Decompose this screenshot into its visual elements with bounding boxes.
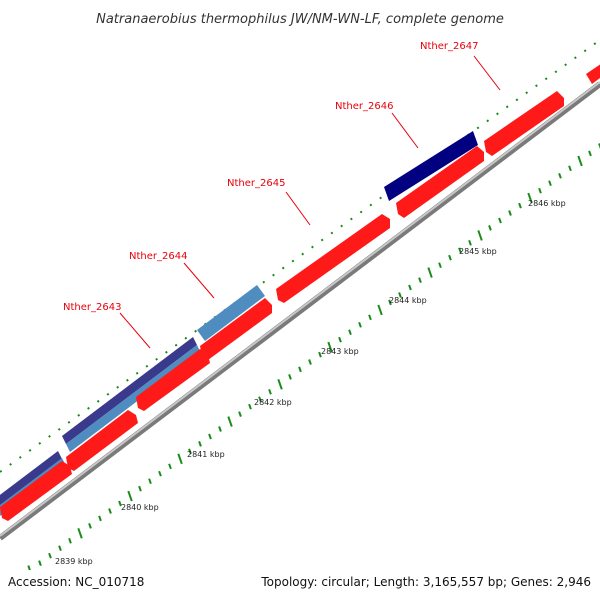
minor-tick — [298, 366, 302, 373]
minor-tick — [88, 523, 92, 529]
minor-tick — [58, 545, 62, 552]
minor-tick — [98, 515, 102, 522]
minor-tick — [238, 411, 242, 417]
minor-tick — [558, 172, 562, 179]
scale-ticks — [27, 143, 600, 570]
minor-tick — [408, 284, 412, 291]
leader-nther-2646 — [391, 112, 419, 149]
minor-tick — [508, 210, 512, 216]
major-tick — [227, 416, 233, 427]
gene-label-nther-2644: Nther_2644 — [129, 251, 187, 262]
outer-tick-track — [0, 39, 600, 473]
gene-nther-2644 — [197, 285, 265, 341]
minor-tick — [118, 500, 122, 507]
gene-label-nther-2647: Nther_2647 — [420, 41, 478, 52]
major-tick — [427, 267, 433, 278]
minor-tick — [168, 463, 172, 470]
minor-tick — [398, 292, 402, 298]
forward-gene-2648 — [586, 64, 600, 84]
minor-tick — [448, 254, 452, 261]
minor-tick — [468, 239, 472, 246]
minor-tick — [368, 314, 372, 321]
minor-tick — [318, 351, 322, 358]
major-tick — [377, 304, 383, 316]
minor-tick — [588, 150, 592, 157]
gene-label-nther-2646: Nther_2646 — [335, 101, 393, 112]
minor-tick — [138, 485, 142, 492]
major-tick — [577, 155, 583, 167]
minor-tick — [338, 336, 342, 343]
minor-tick — [548, 180, 552, 187]
forward-gene-2643b — [136, 349, 210, 411]
minor-tick — [488, 225, 492, 231]
leader-nther-2645 — [285, 191, 311, 226]
forward-gene-2646 — [396, 146, 484, 218]
minor-tick — [538, 187, 542, 194]
minor-tick — [348, 329, 352, 336]
major-tick — [477, 230, 483, 241]
minor-tick — [258, 396, 262, 403]
major-tick — [127, 490, 133, 502]
forward-gene-2642 — [0, 461, 72, 521]
minor-tick — [518, 202, 522, 209]
genome-backbone-highlight — [0, 81, 600, 537]
minor-tick — [308, 359, 312, 365]
minor-tick — [268, 388, 272, 395]
minor-tick — [358, 321, 362, 328]
minor-tick — [148, 478, 152, 485]
minor-tick — [248, 403, 252, 410]
gene-nther-2647 — [484, 91, 564, 156]
leader-nther-2647 — [473, 55, 501, 91]
major-tick — [277, 378, 283, 390]
minor-tick — [438, 262, 442, 269]
kbp-label-2842: 2842 kbp — [254, 398, 292, 407]
minor-tick — [188, 448, 192, 455]
gene-label-nther-2645: Nther_2645 — [227, 178, 285, 189]
leader-nther-2643 — [119, 312, 151, 349]
gene-nther-2646 — [384, 131, 478, 201]
gene-label-nther-2643: Nther_2643 — [63, 302, 121, 313]
forward-gene-2643a — [66, 410, 138, 471]
gene-nther-2645 — [276, 214, 390, 303]
forward-gene-2644 — [200, 298, 272, 360]
minor-tick — [48, 552, 52, 559]
gene-nther-2643-lower — [66, 345, 201, 452]
reverse-gene-2642 — [0, 451, 62, 506]
minor-tick — [388, 299, 392, 306]
minor-tick — [598, 143, 600, 149]
minor-tick — [288, 374, 292, 380]
minor-tick — [458, 247, 462, 254]
major-tick — [327, 341, 333, 353]
major-tick — [177, 453, 183, 465]
minor-tick — [38, 560, 42, 566]
kbp-label-2841: 2841 kbp — [187, 450, 225, 459]
minor-tick — [418, 277, 422, 283]
map-title: Natranaerobius thermophilus JW/NM-WN-LF,… — [96, 12, 504, 27]
kbp-label-2843: 2843 kbp — [321, 347, 359, 356]
major-tick — [527, 192, 533, 204]
kbp-label-2844: 2844 kbp — [389, 296, 427, 305]
minor-tick — [218, 426, 222, 432]
leader-nther-2644 — [183, 262, 215, 299]
kbp-label-2840: 2840 kbp — [121, 503, 159, 512]
accession-label: Accession: NC_010718 — [8, 575, 144, 589]
gene-nther-2643 — [62, 337, 197, 444]
minor-tick — [68, 537, 72, 544]
kbp-label-2839: 2839 kbp — [55, 557, 93, 566]
minor-tick — [208, 433, 212, 440]
minor-tick — [568, 165, 572, 172]
major-tick — [27, 565, 31, 570]
kbp-label-2846: 2846 kbp — [528, 199, 566, 208]
minor-tick — [158, 470, 162, 477]
minor-tick — [108, 508, 112, 514]
minor-tick — [198, 441, 202, 447]
kbp-label-2845: 2845 kbp — [459, 247, 497, 256]
genome-summary: Topology: circular; Length: 3,165,557 bp… — [260, 575, 591, 589]
minor-tick — [498, 217, 502, 224]
major-tick — [77, 527, 83, 539]
genome-backbone — [0, 81, 600, 541]
